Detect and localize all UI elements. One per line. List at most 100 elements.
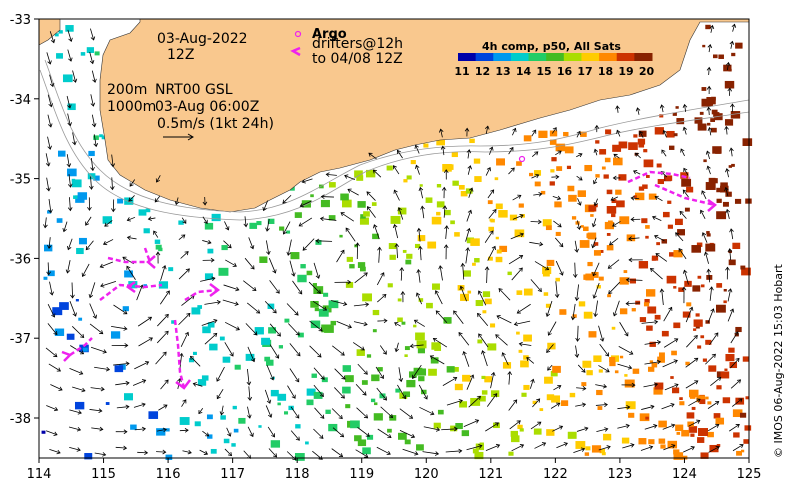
current-vector-head xyxy=(559,243,564,248)
current-vector-head xyxy=(129,182,134,187)
sst-pixel xyxy=(542,266,552,275)
current-vector-head xyxy=(490,189,495,194)
sst-pixel xyxy=(231,443,236,447)
sst-pixel xyxy=(73,195,78,199)
current-vector xyxy=(66,95,71,108)
sst-pixel xyxy=(265,359,274,366)
current-vector-head xyxy=(653,424,658,429)
current-vector-head xyxy=(184,251,189,256)
current-vector-head xyxy=(363,414,369,419)
sst-pixel xyxy=(472,448,479,454)
current-vector xyxy=(380,406,393,418)
current-vector xyxy=(247,426,254,437)
current-vector-head xyxy=(382,294,387,299)
sst-pixel xyxy=(475,300,484,307)
current-vector-head xyxy=(694,357,699,362)
current-vector-head xyxy=(79,350,85,355)
current-vector xyxy=(44,217,47,228)
current-vector xyxy=(265,405,272,418)
current-vector-head xyxy=(530,378,535,383)
sst-pixel xyxy=(310,320,321,329)
sst-pixel xyxy=(371,374,380,382)
colorbar-ticks: 11 12 13 14 15 16 17 18 19 20 xyxy=(454,65,654,78)
sst-pixel xyxy=(711,127,717,133)
sst-pixel xyxy=(470,238,480,246)
sst-pixel xyxy=(495,256,503,263)
current-vector-head xyxy=(510,167,515,172)
current-vector xyxy=(573,448,585,453)
current-vector xyxy=(412,364,422,379)
current-vector xyxy=(616,105,619,113)
sst-pixel xyxy=(669,145,675,150)
sst-pixel xyxy=(451,152,458,158)
sst-pixel xyxy=(587,232,597,240)
current-vector xyxy=(225,259,237,267)
current-vector-head xyxy=(715,445,720,451)
current-vector xyxy=(594,198,598,206)
current-vector xyxy=(708,446,720,453)
current-vector-head xyxy=(498,288,503,293)
sst-pixel xyxy=(220,415,226,420)
current-vector-head xyxy=(76,447,81,452)
current-vector-head xyxy=(320,375,325,380)
sst-pixel xyxy=(596,285,601,289)
current-vector-head xyxy=(443,169,449,174)
current-vector-head xyxy=(365,302,370,307)
current-vector xyxy=(244,257,255,270)
sst-pixel xyxy=(278,345,284,349)
sst-pixel xyxy=(71,179,82,188)
current-vector-head xyxy=(513,321,518,327)
sst-pixel xyxy=(538,130,548,138)
current-vector-head xyxy=(576,225,582,231)
sst-pixel xyxy=(321,377,328,383)
sst-pixel xyxy=(653,387,663,395)
current-vector xyxy=(49,281,53,296)
sst-pixel xyxy=(415,332,425,341)
current-vector xyxy=(419,246,422,261)
plot-border xyxy=(38,18,750,459)
current-vector-head xyxy=(235,326,240,331)
sst-pixel xyxy=(643,159,654,168)
current-vector xyxy=(534,442,546,449)
current-vector xyxy=(355,383,367,396)
sst-pixel xyxy=(461,430,470,437)
current-vector xyxy=(458,332,470,346)
sst-pixel xyxy=(713,413,721,419)
current-vector xyxy=(334,387,345,399)
sst-pixel xyxy=(416,340,427,349)
current-vector xyxy=(156,175,161,183)
current-vector-head xyxy=(105,366,111,372)
current-vector xyxy=(202,216,208,224)
sst-pixel xyxy=(549,130,558,137)
current-vector-head xyxy=(656,340,662,345)
current-vector-head xyxy=(507,370,513,376)
current-vector xyxy=(640,446,653,451)
current-vector xyxy=(485,126,489,134)
current-vector-head xyxy=(612,222,617,227)
sst-pixel xyxy=(62,74,73,83)
current-vector-head xyxy=(216,299,221,305)
current-vector xyxy=(154,195,161,203)
current-vector xyxy=(496,315,512,324)
current-vector-head xyxy=(440,145,446,150)
sst-pixel xyxy=(666,130,675,138)
current-vector-head xyxy=(674,338,679,343)
current-vector xyxy=(248,386,251,401)
current-vector-head xyxy=(518,267,523,272)
current-vector xyxy=(181,295,195,306)
current-vector-head xyxy=(654,234,659,240)
x-tick-label: 115 xyxy=(91,467,116,482)
current-vector xyxy=(661,403,675,410)
current-vector xyxy=(340,212,354,222)
current-vector xyxy=(644,425,657,430)
current-vector-head xyxy=(155,178,160,183)
current-vector-head xyxy=(368,152,373,157)
sst-pixel xyxy=(688,389,699,398)
sst-pixel xyxy=(720,371,730,379)
current-vector xyxy=(577,220,580,230)
colorbar-title: 4h comp, p50, All Sats xyxy=(482,40,621,53)
sst-pixel xyxy=(734,198,742,204)
sst-pixel xyxy=(101,135,107,140)
current-vector xyxy=(334,368,346,380)
current-vector-head xyxy=(453,376,458,381)
